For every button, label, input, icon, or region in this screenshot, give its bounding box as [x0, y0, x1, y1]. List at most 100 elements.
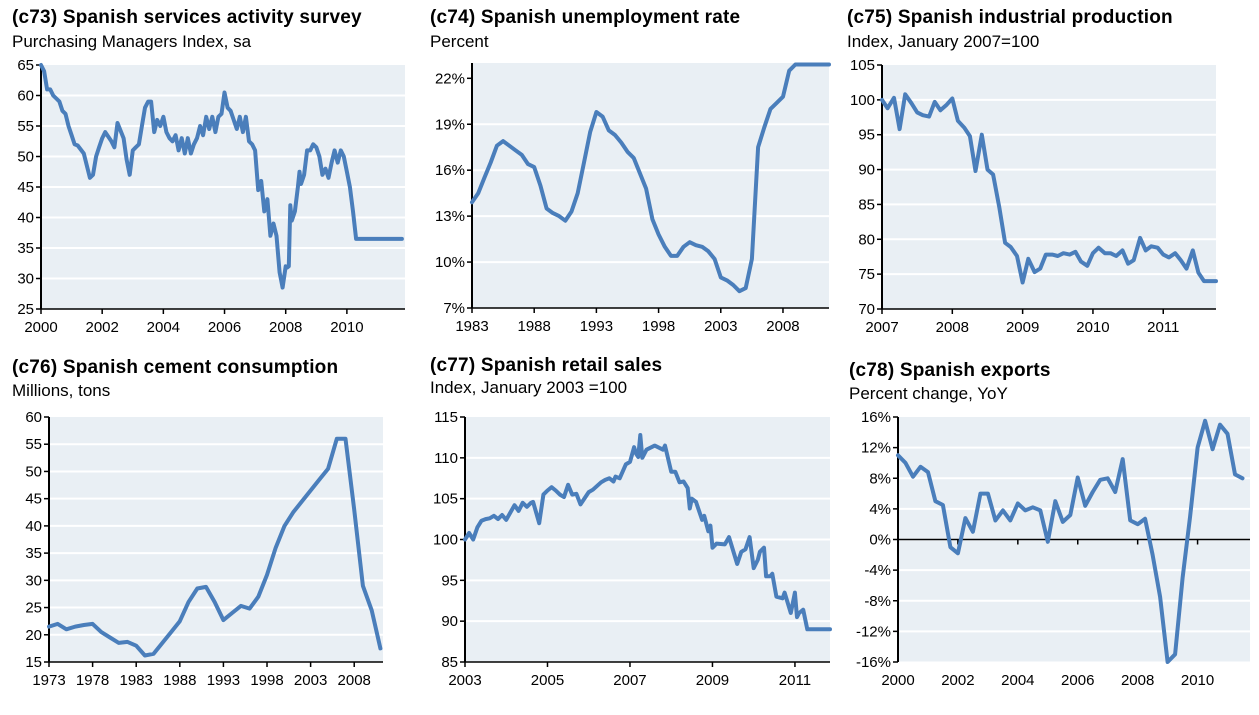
y-tick-label: 60	[25, 409, 42, 426]
y-tick-label: 12%	[861, 440, 891, 457]
y-tick-label: 70	[858, 301, 875, 318]
x-tick-label: 1993	[207, 672, 240, 689]
y-tick-label: 10%	[435, 254, 465, 271]
chart-title: (c78) Spanish exports	[849, 360, 1051, 381]
x-tick-label: 2011	[779, 672, 811, 689]
x-tick-label: 1988	[163, 672, 196, 689]
plot-area	[49, 417, 383, 662]
x-tick-label: 2007	[865, 319, 898, 336]
y-tick-label: 7%	[443, 300, 465, 317]
y-tick-label: 25	[17, 301, 34, 318]
chart-c76: 15 20 25 30 35 40 45 50 55 60 1973 1978 1983 1988 1993…	[25, 409, 383, 689]
y-tick-label: 85	[441, 654, 458, 671]
y-tick-label: 80	[858, 231, 875, 248]
y-tick-label: -8%	[864, 593, 891, 610]
x-tick-label: 2008	[936, 319, 969, 336]
x-tick-label: 2008	[766, 318, 799, 335]
x-tick-label: 2011	[1147, 319, 1179, 336]
y-tick-label: 105	[850, 57, 875, 74]
x-tick-label: 1993	[580, 318, 613, 335]
x-tick-label: 1978	[76, 672, 109, 689]
y-tick-label: 35	[17, 240, 34, 257]
x-tick-label: 2009	[696, 672, 729, 689]
x-tick-label: 2004	[147, 319, 180, 336]
series-line-c77	[463, 433, 832, 632]
y-tick-label: 16%	[861, 409, 891, 426]
y-tick-label: 110	[434, 450, 458, 467]
chart-subtitle: Index, January 2003 =100	[430, 378, 628, 397]
chart-title: (c75) Spanish industrial production	[847, 7, 1173, 28]
chart-title: (c74) Spanish unemployment rate	[430, 7, 741, 28]
plot-area	[472, 63, 829, 308]
series-line-c78	[896, 418, 1245, 664]
series-line-c73	[39, 63, 404, 290]
x-tick-label: 2006	[208, 319, 241, 336]
chart-c73: 25 30 35 40 45 50 55 60 65 2000 2002 2004 2006 2008 20…	[17, 57, 405, 336]
chart-subtitle: Percent	[430, 32, 489, 51]
x-tick-label: 2008	[269, 319, 302, 336]
y-tick-label: 65	[17, 57, 34, 74]
series-line-c76	[47, 436, 383, 658]
y-tick-label: 90	[858, 162, 875, 179]
chart-c78: -16% -12% -8% -4% 0% 4% 8% 12% 16% 2000 2002 2004 20…	[856, 409, 1250, 689]
x-tick-label: 1973	[32, 672, 65, 689]
y-tick-label: 20	[25, 627, 42, 644]
y-tick-label: 100	[850, 92, 875, 109]
x-tick-label: 1983	[455, 318, 488, 335]
y-tick-label: 30	[25, 572, 42, 589]
chart-subtitle: Percent change, YoY	[849, 384, 1008, 403]
x-tick-label: 1998	[642, 318, 675, 335]
y-tick-label: 75	[858, 266, 875, 283]
x-tick-label: 2002	[85, 319, 118, 336]
y-tick-label: 45	[17, 179, 34, 196]
y-tick-label: 40	[25, 518, 42, 535]
chart-subtitle: Millions, tons	[12, 381, 111, 400]
y-tick-label: 25	[25, 600, 42, 617]
x-tick-label: 2002	[941, 672, 974, 689]
y-tick-label: 55	[17, 118, 34, 135]
y-tick-label: -4%	[864, 562, 891, 579]
x-tick-label: 2000	[881, 672, 914, 689]
y-tick-label: 45	[25, 491, 42, 508]
chart-subtitle: Index, January 2007=100	[847, 32, 1040, 51]
y-tick-label: 55	[25, 436, 42, 453]
x-tick-label: 2003	[448, 672, 481, 689]
plot-area	[882, 65, 1216, 309]
x-tick-label: 1988	[518, 318, 551, 335]
chart-c74: 7% 10% 13% 16% 19% 22% 1983 1988 1993 1998 2003 200…	[435, 62, 831, 335]
y-tick-label: 8%	[869, 470, 891, 487]
y-tick-label: 85	[858, 196, 875, 213]
x-tick-label: 1998	[250, 672, 283, 689]
y-tick-label: 0%	[869, 532, 891, 549]
y-tick-label: 60	[17, 88, 34, 105]
x-tick-label: 2008	[338, 672, 371, 689]
x-tick-label: 2008	[1121, 672, 1154, 689]
y-tick-label: 30	[17, 271, 34, 288]
y-tick-label: 40	[17, 210, 34, 227]
x-tick-label: 1983	[120, 672, 153, 689]
x-tick-label: 2010	[1076, 319, 1109, 336]
y-tick-label: 15	[25, 654, 42, 671]
series-line-c74	[470, 62, 831, 294]
x-tick-label: 2010	[1181, 672, 1214, 689]
y-tick-label: 100	[433, 532, 458, 549]
x-tick-label: 2006	[1061, 672, 1094, 689]
y-tick-label: 95	[858, 127, 875, 144]
chart-title: (c73) Spanish services activity survey	[12, 7, 362, 28]
y-tick-label: 90	[441, 613, 458, 630]
series-line-c75	[880, 92, 1218, 285]
x-tick-label: 2005	[531, 672, 564, 689]
chart-c77: 85 90 95 100 105 110 115 2003 2005 2007 2009 2011	[433, 409, 832, 689]
x-tick-label: 2004	[1001, 672, 1034, 689]
y-tick-label: 16%	[435, 162, 465, 179]
y-tick-label: 95	[441, 572, 458, 589]
y-tick-label: 115	[434, 409, 458, 426]
x-tick-label: 2003	[294, 672, 327, 689]
chart-title: (c76) Spanish cement consumption	[12, 357, 339, 378]
y-tick-label: 105	[433, 491, 458, 508]
chart-title: (c77) Spanish retail sales	[430, 355, 663, 376]
y-tick-label: 13%	[435, 208, 465, 225]
x-tick-label: 2010	[330, 319, 363, 336]
y-tick-label: 22%	[435, 70, 465, 87]
